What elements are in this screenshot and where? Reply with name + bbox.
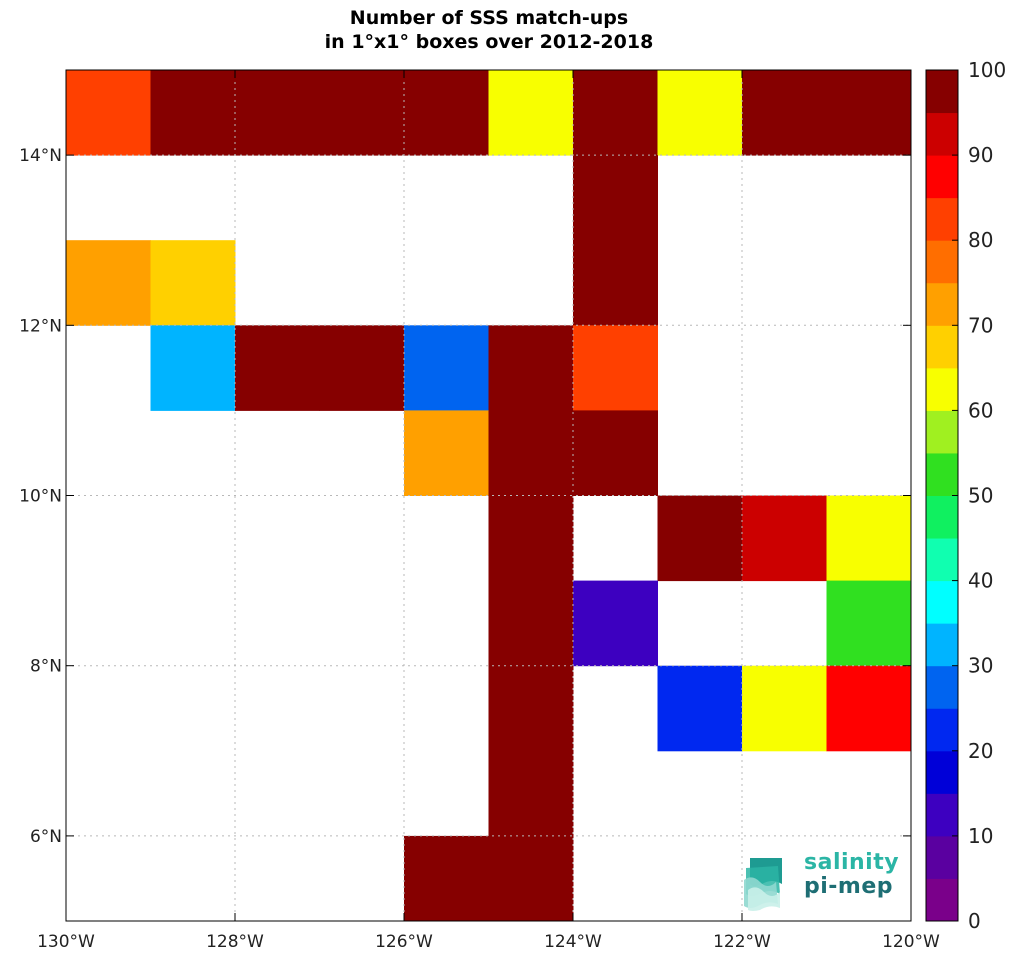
colorbar-segment bbox=[926, 538, 958, 582]
heatmap-cell bbox=[404, 70, 489, 156]
colorbar-segment bbox=[926, 240, 958, 284]
heatmap-cell bbox=[488, 410, 574, 496]
x-tick-label: 128°W bbox=[206, 932, 264, 952]
chart-title: Number of SSS match-ups in 1°x1° boxes o… bbox=[66, 6, 912, 54]
colorbar-segment bbox=[926, 410, 958, 454]
heatmap-cell bbox=[488, 495, 574, 582]
colorbar-segment bbox=[926, 878, 958, 922]
wave-logo-icon bbox=[744, 858, 782, 911]
heatmap-cell bbox=[66, 240, 151, 326]
colorbar-tick-label: 50 bbox=[968, 484, 993, 508]
heatmap-cell bbox=[573, 240, 658, 326]
chart-title-line-1: Number of SSS match-ups bbox=[349, 7, 629, 29]
heatmap-cell bbox=[826, 495, 912, 582]
heatmap-cell bbox=[657, 665, 743, 752]
heatmap-cell bbox=[573, 70, 658, 156]
heatmap-cell bbox=[235, 70, 320, 156]
heatmap-cell bbox=[488, 70, 574, 156]
x-tick-label: 124°W bbox=[544, 932, 602, 952]
colorbar-tick-label: 100 bbox=[968, 58, 1006, 82]
heatmap-cell bbox=[742, 495, 827, 582]
heatmap-cell bbox=[742, 70, 827, 156]
y-tick-label: 6°N bbox=[30, 827, 62, 847]
grid-lines bbox=[66, 70, 911, 921]
y-tick-label: 8°N bbox=[30, 657, 62, 677]
chart-title-line-2: in 1°x1° boxes over 2012-2018 bbox=[324, 31, 654, 53]
heatmap-cell bbox=[826, 70, 912, 156]
salinity-pi-mep-logo: salinity pi-mep bbox=[742, 848, 902, 914]
heatmap-cell bbox=[235, 325, 320, 411]
colorbar-tick-label: 0 bbox=[968, 909, 981, 933]
heatmap-cell bbox=[826, 665, 912, 752]
colorbar-tick-label: 90 bbox=[968, 143, 993, 167]
colorbar-tick-labels: 0 10 20 30 40 50 60 70 80 90 100 bbox=[968, 58, 1006, 933]
heatmap-cell bbox=[150, 70, 236, 156]
heatmap-cell bbox=[488, 580, 574, 667]
x-tick-label: 120°W bbox=[882, 932, 940, 952]
colorbar-segment bbox=[926, 580, 958, 624]
heatmap-cell bbox=[404, 835, 489, 922]
heatmap-cell bbox=[150, 325, 236, 411]
heatmap-cell bbox=[404, 325, 489, 411]
colorbar-tick-label: 70 bbox=[968, 313, 993, 337]
colorbar-segment bbox=[926, 793, 958, 837]
x-tick-label: 130°W bbox=[37, 932, 95, 952]
colorbar-tick-label: 60 bbox=[968, 398, 993, 422]
heatmap-cell bbox=[657, 495, 743, 582]
y-tick-label: 14°N bbox=[19, 146, 62, 166]
colorbar-tick-label: 80 bbox=[968, 228, 993, 252]
heatmap-cell bbox=[319, 325, 405, 411]
colorbar-segment bbox=[926, 367, 958, 411]
colorbar-tick-label: 40 bbox=[968, 569, 993, 593]
y-tick-label: 12°N bbox=[19, 316, 62, 336]
axis-ticks bbox=[65, 70, 912, 921]
heatmap-cell bbox=[826, 580, 912, 667]
logo-text-pi-mep: pi-mep bbox=[804, 874, 894, 899]
heatmap-cell bbox=[742, 665, 827, 752]
heatmap-cell bbox=[488, 665, 574, 752]
colorbar bbox=[925, 69, 959, 922]
heatmap-cell bbox=[488, 750, 574, 837]
heatmap-cell bbox=[488, 325, 574, 411]
heatmap-cell bbox=[66, 70, 151, 156]
colorbar-segment bbox=[926, 282, 958, 326]
heatmap-cell bbox=[404, 410, 489, 496]
colorbar-tick-label: 10 bbox=[968, 824, 993, 848]
x-tick-label: 126°W bbox=[375, 932, 433, 952]
colorbar-segment bbox=[926, 708, 958, 752]
y-tick-label: 10°N bbox=[19, 487, 62, 507]
heatmap-cell bbox=[573, 325, 658, 411]
colorbar-segment bbox=[926, 750, 958, 794]
heatmap-cell bbox=[573, 580, 658, 667]
colorbar-segment bbox=[926, 155, 958, 199]
x-axis-tick-labels: 130°W 128°W 126°W 124°W 122°W 120°W bbox=[37, 932, 940, 952]
colorbar-segment bbox=[926, 325, 958, 369]
colorbar-segment bbox=[926, 495, 958, 539]
heatmap-cell bbox=[573, 410, 658, 496]
colorbar-segment bbox=[926, 835, 958, 879]
heatmap-cell bbox=[150, 240, 236, 326]
colorbar-segment bbox=[926, 70, 958, 114]
colorbar-segment bbox=[926, 623, 958, 667]
logo-text-salinity: salinity bbox=[804, 850, 900, 875]
colorbar-segment bbox=[926, 197, 958, 241]
colorbar-tick-label: 30 bbox=[968, 654, 993, 678]
heatmap-cell bbox=[573, 155, 658, 241]
colorbar-segment bbox=[926, 665, 958, 709]
heatmap-cell bbox=[488, 835, 574, 922]
colorbar-segment bbox=[926, 452, 958, 496]
colorbar-tick-label: 20 bbox=[968, 739, 993, 763]
heatmap-cells bbox=[66, 70, 912, 922]
colorbar-segment bbox=[926, 112, 958, 156]
heatmap-cell bbox=[319, 70, 405, 156]
x-tick-label: 122°W bbox=[713, 932, 771, 952]
heatmap-cell bbox=[657, 70, 743, 156]
y-axis-tick-labels: 6°N 8°N 10°N 12°N 14°N bbox=[19, 146, 62, 847]
